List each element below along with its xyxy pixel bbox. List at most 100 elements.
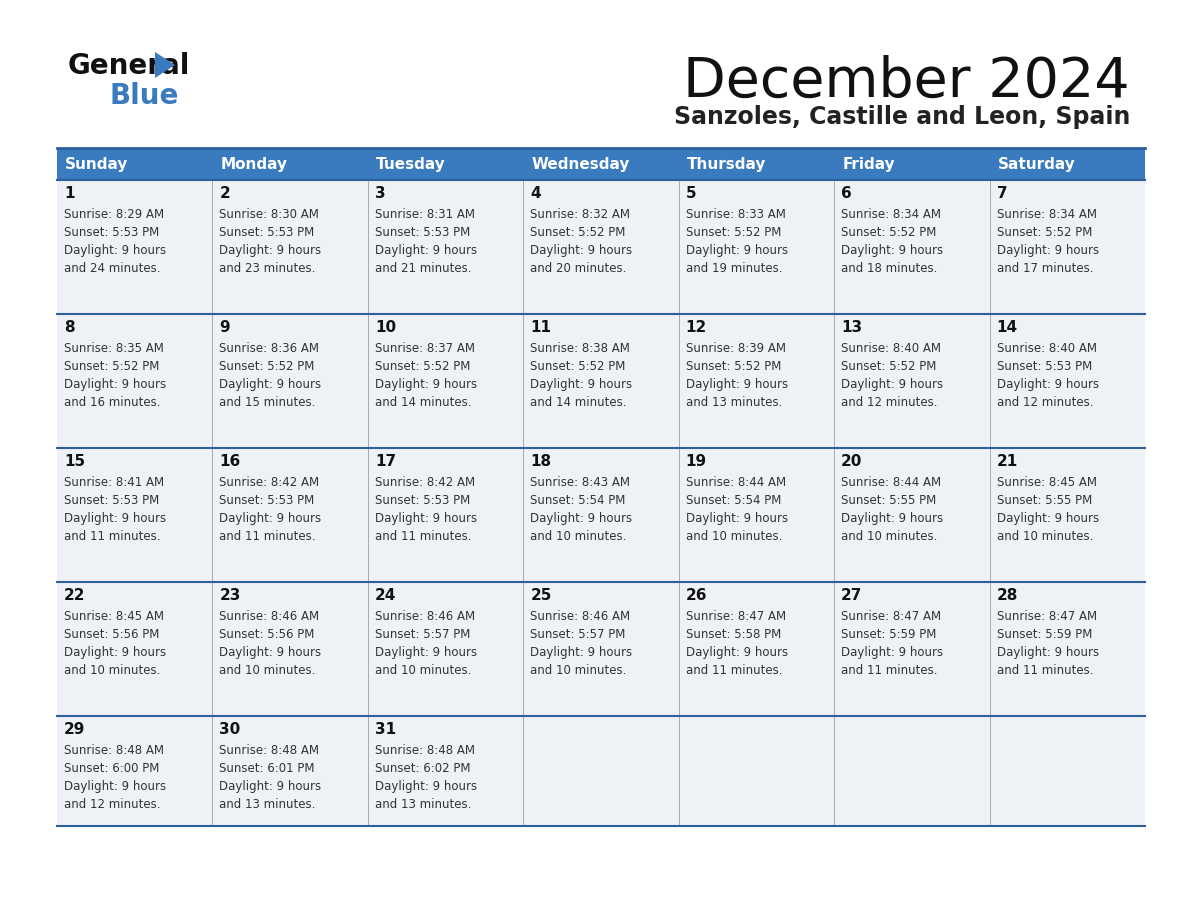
Text: Daylight: 9 hours: Daylight: 9 hours: [685, 378, 788, 391]
Text: Sunrise: 8:31 AM: Sunrise: 8:31 AM: [375, 208, 475, 221]
Text: Sunrise: 8:37 AM: Sunrise: 8:37 AM: [375, 342, 475, 355]
Text: 6: 6: [841, 186, 852, 201]
Text: 2: 2: [220, 186, 230, 201]
Text: Sunset: 5:55 PM: Sunset: 5:55 PM: [997, 494, 1092, 507]
Text: Sunset: 5:52 PM: Sunset: 5:52 PM: [685, 226, 781, 239]
Text: Daylight: 9 hours: Daylight: 9 hours: [375, 780, 478, 793]
Text: Sunset: 5:56 PM: Sunset: 5:56 PM: [220, 628, 315, 641]
Text: Sunset: 5:52 PM: Sunset: 5:52 PM: [841, 360, 936, 373]
Text: Sunrise: 8:44 AM: Sunrise: 8:44 AM: [685, 476, 785, 489]
Text: and 14 minutes.: and 14 minutes.: [375, 396, 472, 409]
Text: and 10 minutes.: and 10 minutes.: [64, 664, 160, 677]
Text: and 11 minutes.: and 11 minutes.: [220, 530, 316, 543]
Text: 4: 4: [530, 186, 541, 201]
Text: Sunrise: 8:47 AM: Sunrise: 8:47 AM: [841, 610, 941, 623]
Text: Saturday: Saturday: [998, 156, 1075, 172]
Text: and 10 minutes.: and 10 minutes.: [997, 530, 1093, 543]
Text: Daylight: 9 hours: Daylight: 9 hours: [220, 244, 322, 257]
Text: and 11 minutes.: and 11 minutes.: [685, 664, 782, 677]
Text: Daylight: 9 hours: Daylight: 9 hours: [997, 378, 1099, 391]
Text: Daylight: 9 hours: Daylight: 9 hours: [530, 378, 632, 391]
Text: Sunrise: 8:43 AM: Sunrise: 8:43 AM: [530, 476, 631, 489]
Text: Sunrise: 8:46 AM: Sunrise: 8:46 AM: [530, 610, 631, 623]
Text: 3: 3: [375, 186, 385, 201]
Text: Daylight: 9 hours: Daylight: 9 hours: [375, 512, 478, 525]
Text: Sunrise: 8:42 AM: Sunrise: 8:42 AM: [220, 476, 320, 489]
Text: Daylight: 9 hours: Daylight: 9 hours: [997, 512, 1099, 525]
Text: Sunday: Sunday: [65, 156, 128, 172]
Text: Sunrise: 8:42 AM: Sunrise: 8:42 AM: [375, 476, 475, 489]
Text: and 10 minutes.: and 10 minutes.: [375, 664, 472, 677]
Text: Sanzoles, Castille and Leon, Spain: Sanzoles, Castille and Leon, Spain: [674, 105, 1130, 129]
Text: Sunrise: 8:45 AM: Sunrise: 8:45 AM: [64, 610, 164, 623]
Text: 30: 30: [220, 722, 241, 737]
Text: and 14 minutes.: and 14 minutes.: [530, 396, 627, 409]
Text: and 20 minutes.: and 20 minutes.: [530, 262, 626, 275]
Text: Sunrise: 8:46 AM: Sunrise: 8:46 AM: [375, 610, 475, 623]
Text: Sunset: 5:52 PM: Sunset: 5:52 PM: [64, 360, 159, 373]
Text: Friday: Friday: [842, 156, 895, 172]
Text: 5: 5: [685, 186, 696, 201]
Text: and 19 minutes.: and 19 minutes.: [685, 262, 782, 275]
Text: and 10 minutes.: and 10 minutes.: [530, 530, 626, 543]
Text: 17: 17: [375, 454, 396, 469]
Text: Sunrise: 8:47 AM: Sunrise: 8:47 AM: [997, 610, 1097, 623]
Text: Daylight: 9 hours: Daylight: 9 hours: [375, 646, 478, 659]
Text: and 10 minutes.: and 10 minutes.: [841, 530, 937, 543]
Text: Sunrise: 8:46 AM: Sunrise: 8:46 AM: [220, 610, 320, 623]
Text: 31: 31: [375, 722, 396, 737]
Text: and 11 minutes.: and 11 minutes.: [375, 530, 472, 543]
Text: Sunrise: 8:48 AM: Sunrise: 8:48 AM: [64, 744, 164, 757]
Text: Sunrise: 8:34 AM: Sunrise: 8:34 AM: [841, 208, 941, 221]
Text: Sunset: 5:52 PM: Sunset: 5:52 PM: [530, 360, 626, 373]
Text: and 10 minutes.: and 10 minutes.: [530, 664, 626, 677]
Text: Sunset: 5:57 PM: Sunset: 5:57 PM: [530, 628, 626, 641]
Text: 25: 25: [530, 588, 551, 603]
Text: 10: 10: [375, 320, 396, 335]
Text: Sunset: 5:59 PM: Sunset: 5:59 PM: [841, 628, 936, 641]
Text: and 12 minutes.: and 12 minutes.: [64, 798, 160, 811]
Text: 14: 14: [997, 320, 1018, 335]
Text: Sunrise: 8:32 AM: Sunrise: 8:32 AM: [530, 208, 631, 221]
Text: and 23 minutes.: and 23 minutes.: [220, 262, 316, 275]
Text: 22: 22: [64, 588, 86, 603]
Text: Daylight: 9 hours: Daylight: 9 hours: [530, 646, 632, 659]
Text: 12: 12: [685, 320, 707, 335]
Text: December 2024: December 2024: [683, 55, 1130, 109]
Text: Daylight: 9 hours: Daylight: 9 hours: [685, 244, 788, 257]
Text: Sunset: 5:57 PM: Sunset: 5:57 PM: [375, 628, 470, 641]
Text: Daylight: 9 hours: Daylight: 9 hours: [530, 512, 632, 525]
Text: Sunset: 5:53 PM: Sunset: 5:53 PM: [375, 226, 470, 239]
Text: Sunset: 5:53 PM: Sunset: 5:53 PM: [220, 494, 315, 507]
Text: Sunset: 5:54 PM: Sunset: 5:54 PM: [530, 494, 626, 507]
Text: Daylight: 9 hours: Daylight: 9 hours: [220, 512, 322, 525]
Text: Sunset: 6:01 PM: Sunset: 6:01 PM: [220, 762, 315, 775]
Text: Daylight: 9 hours: Daylight: 9 hours: [841, 378, 943, 391]
Text: Sunset: 5:54 PM: Sunset: 5:54 PM: [685, 494, 781, 507]
Text: and 12 minutes.: and 12 minutes.: [841, 396, 937, 409]
Text: Sunrise: 8:36 AM: Sunrise: 8:36 AM: [220, 342, 320, 355]
Bar: [57, 314, 1145, 448]
Text: Thursday: Thursday: [687, 156, 766, 172]
Text: 16: 16: [220, 454, 241, 469]
Text: Daylight: 9 hours: Daylight: 9 hours: [375, 378, 478, 391]
Text: 7: 7: [997, 186, 1007, 201]
Text: and 13 minutes.: and 13 minutes.: [220, 798, 316, 811]
Text: Sunrise: 8:38 AM: Sunrise: 8:38 AM: [530, 342, 630, 355]
Text: and 21 minutes.: and 21 minutes.: [375, 262, 472, 275]
Text: and 17 minutes.: and 17 minutes.: [997, 262, 1093, 275]
Text: Blue: Blue: [110, 82, 179, 110]
Text: Sunrise: 8:48 AM: Sunrise: 8:48 AM: [220, 744, 320, 757]
Text: Monday: Monday: [221, 156, 287, 172]
Text: and 10 minutes.: and 10 minutes.: [220, 664, 316, 677]
Text: Wednesday: Wednesday: [531, 156, 630, 172]
Text: 9: 9: [220, 320, 230, 335]
Text: Sunset: 5:59 PM: Sunset: 5:59 PM: [997, 628, 1092, 641]
Text: Sunset: 5:52 PM: Sunset: 5:52 PM: [220, 360, 315, 373]
Text: Sunrise: 8:39 AM: Sunrise: 8:39 AM: [685, 342, 785, 355]
Text: Sunrise: 8:35 AM: Sunrise: 8:35 AM: [64, 342, 164, 355]
Text: Daylight: 9 hours: Daylight: 9 hours: [220, 378, 322, 391]
Bar: [57, 148, 1145, 180]
Text: 18: 18: [530, 454, 551, 469]
Text: Sunset: 5:53 PM: Sunset: 5:53 PM: [64, 494, 159, 507]
